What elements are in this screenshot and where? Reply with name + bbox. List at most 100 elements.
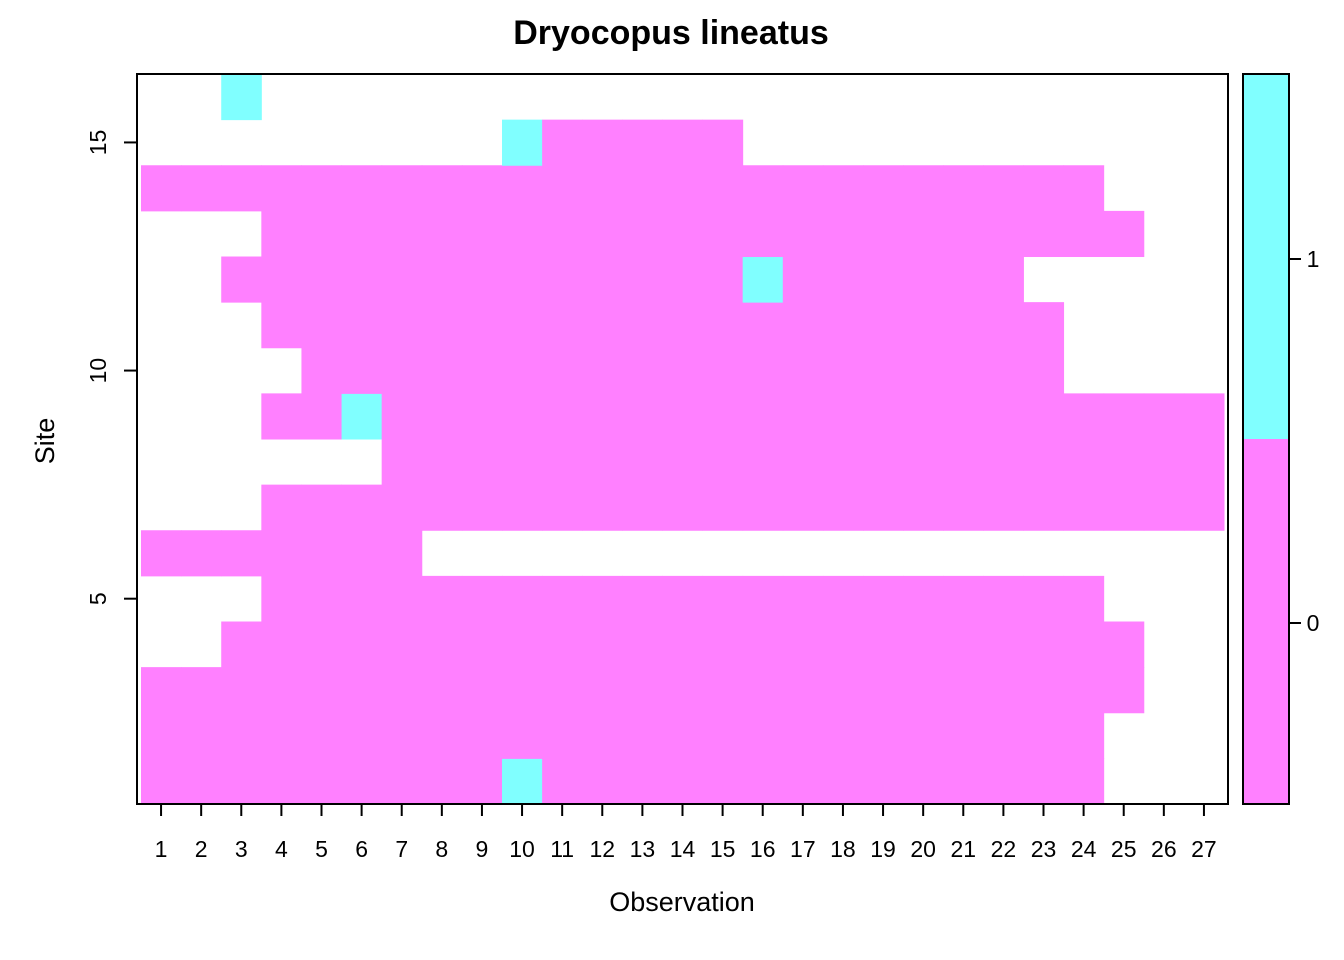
heatmap-cell <box>301 621 343 668</box>
heatmap-cell <box>1063 667 1105 714</box>
heatmap-cell <box>943 484 984 531</box>
x-tick-label: 3 <box>235 836 248 862</box>
heatmap-cell <box>863 758 904 805</box>
heatmap-cell <box>542 575 583 623</box>
heatmap-cell <box>1063 712 1105 759</box>
heatmap-cell <box>502 256 543 303</box>
heatmap-cell <box>1143 484 1185 531</box>
heatmap-cell <box>141 758 182 805</box>
heatmap-cell <box>702 347 744 394</box>
heatmap-cell <box>1183 439 1225 486</box>
heatmap-cell <box>421 347 463 394</box>
heatmap-cell <box>301 165 343 212</box>
heatmap-cell <box>461 621 503 668</box>
heatmap-cell <box>983 439 1024 486</box>
heatmap-cell <box>702 393 744 440</box>
heatmap-cell <box>742 712 784 759</box>
heatmap-cell <box>863 393 904 440</box>
legend-swatch <box>1243 74 1289 439</box>
legend-tick-label: 1 <box>1307 246 1320 272</box>
heatmap-cell <box>1023 575 1065 623</box>
heatmap-cell <box>702 712 744 759</box>
heatmap-cell <box>582 119 623 166</box>
heatmap-cell <box>983 165 1024 212</box>
heatmap-cell <box>702 165 744 212</box>
heatmap-cell <box>983 484 1024 531</box>
y-tick-label: 10 <box>85 358 111 384</box>
heatmap-cell <box>782 256 824 303</box>
heatmap-cell <box>1023 393 1065 440</box>
heatmap-cell <box>622 712 663 759</box>
heatmap-cell <box>782 484 824 531</box>
heatmap-cell <box>461 439 503 486</box>
x-tick-label: 19 <box>870 836 896 862</box>
heatmap-cell <box>943 165 984 212</box>
heatmap-cell <box>381 758 423 805</box>
heatmap-cell <box>943 758 984 805</box>
heatmap-cell <box>301 256 343 303</box>
heatmap-cell <box>662 575 704 623</box>
heatmap-cell <box>903 347 944 394</box>
heatmap-cell <box>381 439 423 486</box>
heatmap-cell <box>1023 439 1065 486</box>
heatmap-cell <box>381 712 423 759</box>
heatmap-cell <box>1023 712 1065 759</box>
heatmap-cell <box>141 530 182 577</box>
heatmap-cell <box>502 758 543 805</box>
heatmap-cell <box>903 621 944 668</box>
heatmap-cell <box>261 256 302 303</box>
heatmap-cell <box>461 347 503 394</box>
heatmap-cell <box>461 256 503 303</box>
heatmap-cell <box>702 621 744 668</box>
heatmap-cell <box>582 302 623 349</box>
heatmap-cell <box>742 758 784 805</box>
heatmap-cell <box>1023 484 1065 531</box>
heatmap-cell <box>742 302 784 349</box>
heatmap-cell <box>742 210 784 258</box>
x-tick-label: 26 <box>1151 836 1177 862</box>
heatmap-cell <box>421 165 463 212</box>
heatmap-cell <box>301 530 343 577</box>
heatmap-cell <box>943 667 984 714</box>
heatmap-cell <box>622 575 663 623</box>
heatmap-cell <box>742 439 784 486</box>
heatmap-cell <box>702 667 744 714</box>
y-axis-label: Site <box>30 418 60 465</box>
heatmap-cell <box>301 210 343 258</box>
x-tick-label: 20 <box>910 836 936 862</box>
heatmap-cell <box>301 712 343 759</box>
heatmap-cell <box>542 667 583 714</box>
y-tick-label: 5 <box>85 592 111 605</box>
heatmap-cell <box>261 484 302 531</box>
heatmap-cell <box>742 393 784 440</box>
heatmap-cell <box>381 393 423 440</box>
heatmap-cell <box>1103 667 1145 714</box>
heatmap-cell <box>662 165 704 212</box>
heatmap-cell <box>141 165 182 212</box>
heatmap-cell <box>542 347 583 394</box>
heatmap-cell <box>381 575 423 623</box>
heatmap-cell <box>983 575 1024 623</box>
heatmap-cell <box>381 530 423 577</box>
heatmap-cell <box>381 621 423 668</box>
heatmap-cell <box>181 667 222 714</box>
heatmap-cell <box>461 575 503 623</box>
heatmap-cell <box>903 667 944 714</box>
heatmap-cell <box>221 530 262 577</box>
heatmap-cell <box>983 621 1024 668</box>
heatmap-cell <box>542 302 583 349</box>
heatmap-cell <box>421 210 463 258</box>
heatmap-cell <box>381 667 423 714</box>
heatmap-cell <box>582 256 623 303</box>
heatmap-cell <box>702 256 744 303</box>
heatmap-cell <box>863 439 904 486</box>
heatmap-cell <box>822 575 864 623</box>
heatmap-cell <box>822 210 864 258</box>
heatmap-cell <box>1023 347 1065 394</box>
heatmap-cell <box>341 165 383 212</box>
heatmap-cell <box>542 165 583 212</box>
x-tick-label: 23 <box>1031 836 1057 862</box>
heatmap-cell <box>502 210 543 258</box>
heatmap-cell <box>943 347 984 394</box>
heatmap-cell <box>863 302 904 349</box>
